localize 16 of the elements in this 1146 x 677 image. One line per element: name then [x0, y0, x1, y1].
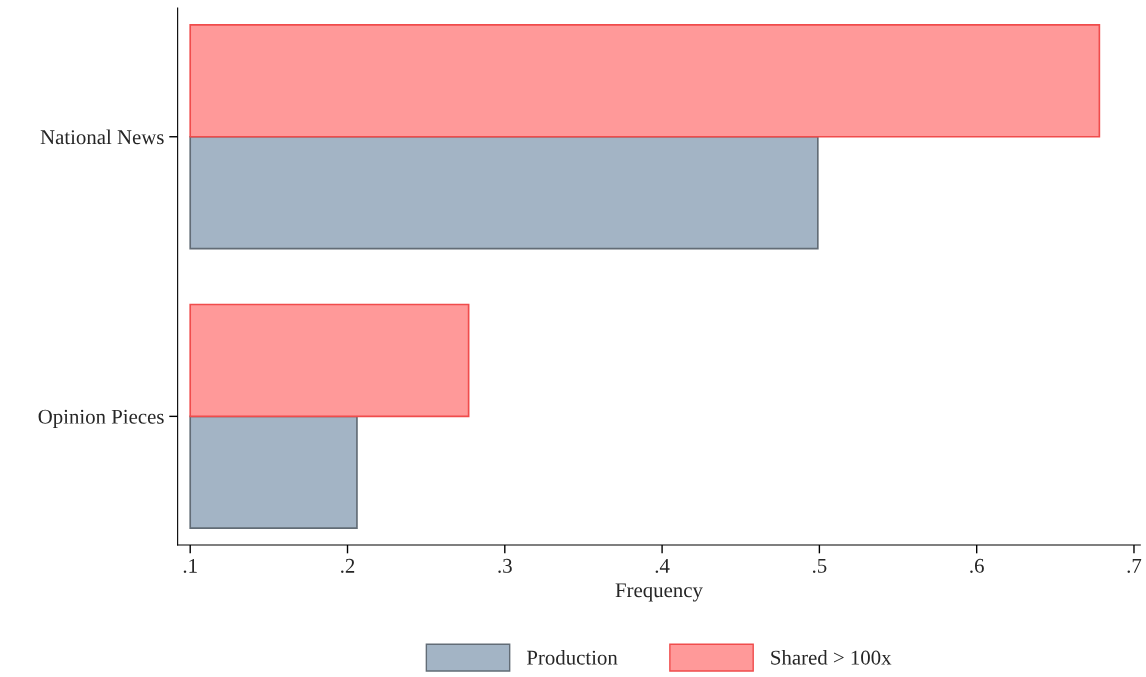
x-tick-label: .3 — [498, 558, 512, 573]
legend-label: Production — [526, 650, 618, 665]
x-tick-label: .4 — [655, 558, 670, 573]
bar — [189, 24, 1101, 138]
bar — [189, 135, 819, 250]
bar — [189, 303, 470, 418]
y-tick-label: Opinion Pieces — [38, 409, 164, 429]
x-tick-label: .6 — [970, 558, 984, 573]
bar — [189, 415, 358, 530]
x-tick-label: .1 — [183, 558, 197, 573]
y-tick-label: National News — [40, 129, 164, 145]
x-axis-title: Frequency — [615, 583, 703, 602]
x-tick-label: .2 — [341, 558, 355, 573]
x-tick-label: .7 — [1127, 558, 1142, 573]
legend-label: Shared > 100x — [771, 650, 892, 665]
x-tick-label: .5 — [812, 558, 827, 573]
